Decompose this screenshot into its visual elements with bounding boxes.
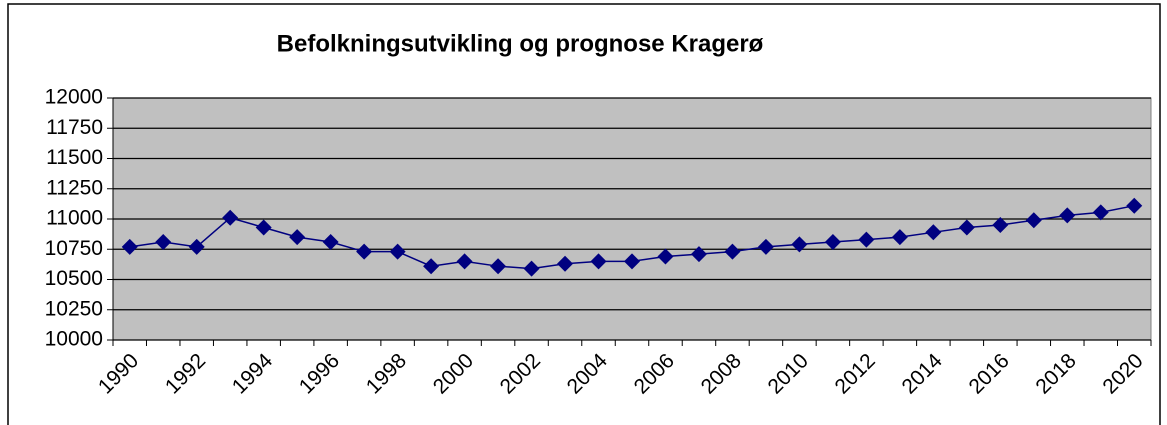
y-tick-label: 11500 [46, 146, 103, 169]
y-tick-label: 11000 [46, 207, 103, 230]
chart-title: Befolkningsutvikling og prognose Kragerø [277, 30, 764, 57]
y-tick-label: 11750 [46, 116, 103, 139]
data-point [490, 258, 507, 275]
data-point [255, 219, 272, 236]
y-tick-label: 10250 [45, 297, 103, 320]
data-point [1025, 212, 1042, 229]
data-point [557, 255, 574, 272]
data-point [1059, 207, 1076, 224]
data-point [523, 260, 540, 277]
data-point [958, 219, 975, 236]
data-point [389, 243, 406, 260]
y-tick-label: 12000 [45, 86, 103, 109]
data-point [1126, 197, 1143, 214]
data-point [992, 217, 1009, 234]
data-point [289, 229, 306, 246]
data-point [456, 253, 473, 270]
y-tick-label: 10000 [45, 328, 103, 351]
y-tick-label: 10750 [45, 237, 103, 260]
data-point [724, 243, 741, 260]
data-point [423, 258, 440, 275]
data-point [824, 233, 841, 250]
data-point [322, 233, 339, 250]
data-point [222, 209, 239, 226]
data-point [624, 253, 640, 270]
data-point [657, 248, 674, 265]
data-point [188, 238, 205, 255]
data-point [1092, 204, 1109, 221]
data-point [590, 253, 607, 270]
data-point [925, 224, 942, 241]
data-point [121, 238, 138, 255]
data-point [155, 233, 172, 250]
y-tick-label: 10500 [45, 267, 103, 290]
data-point [757, 238, 774, 255]
y-tick-label: 11250 [46, 176, 103, 199]
data-point [791, 236, 808, 253]
data-point [858, 231, 875, 248]
data-point [690, 246, 707, 263]
data-point [891, 229, 908, 246]
data-point [356, 243, 373, 260]
